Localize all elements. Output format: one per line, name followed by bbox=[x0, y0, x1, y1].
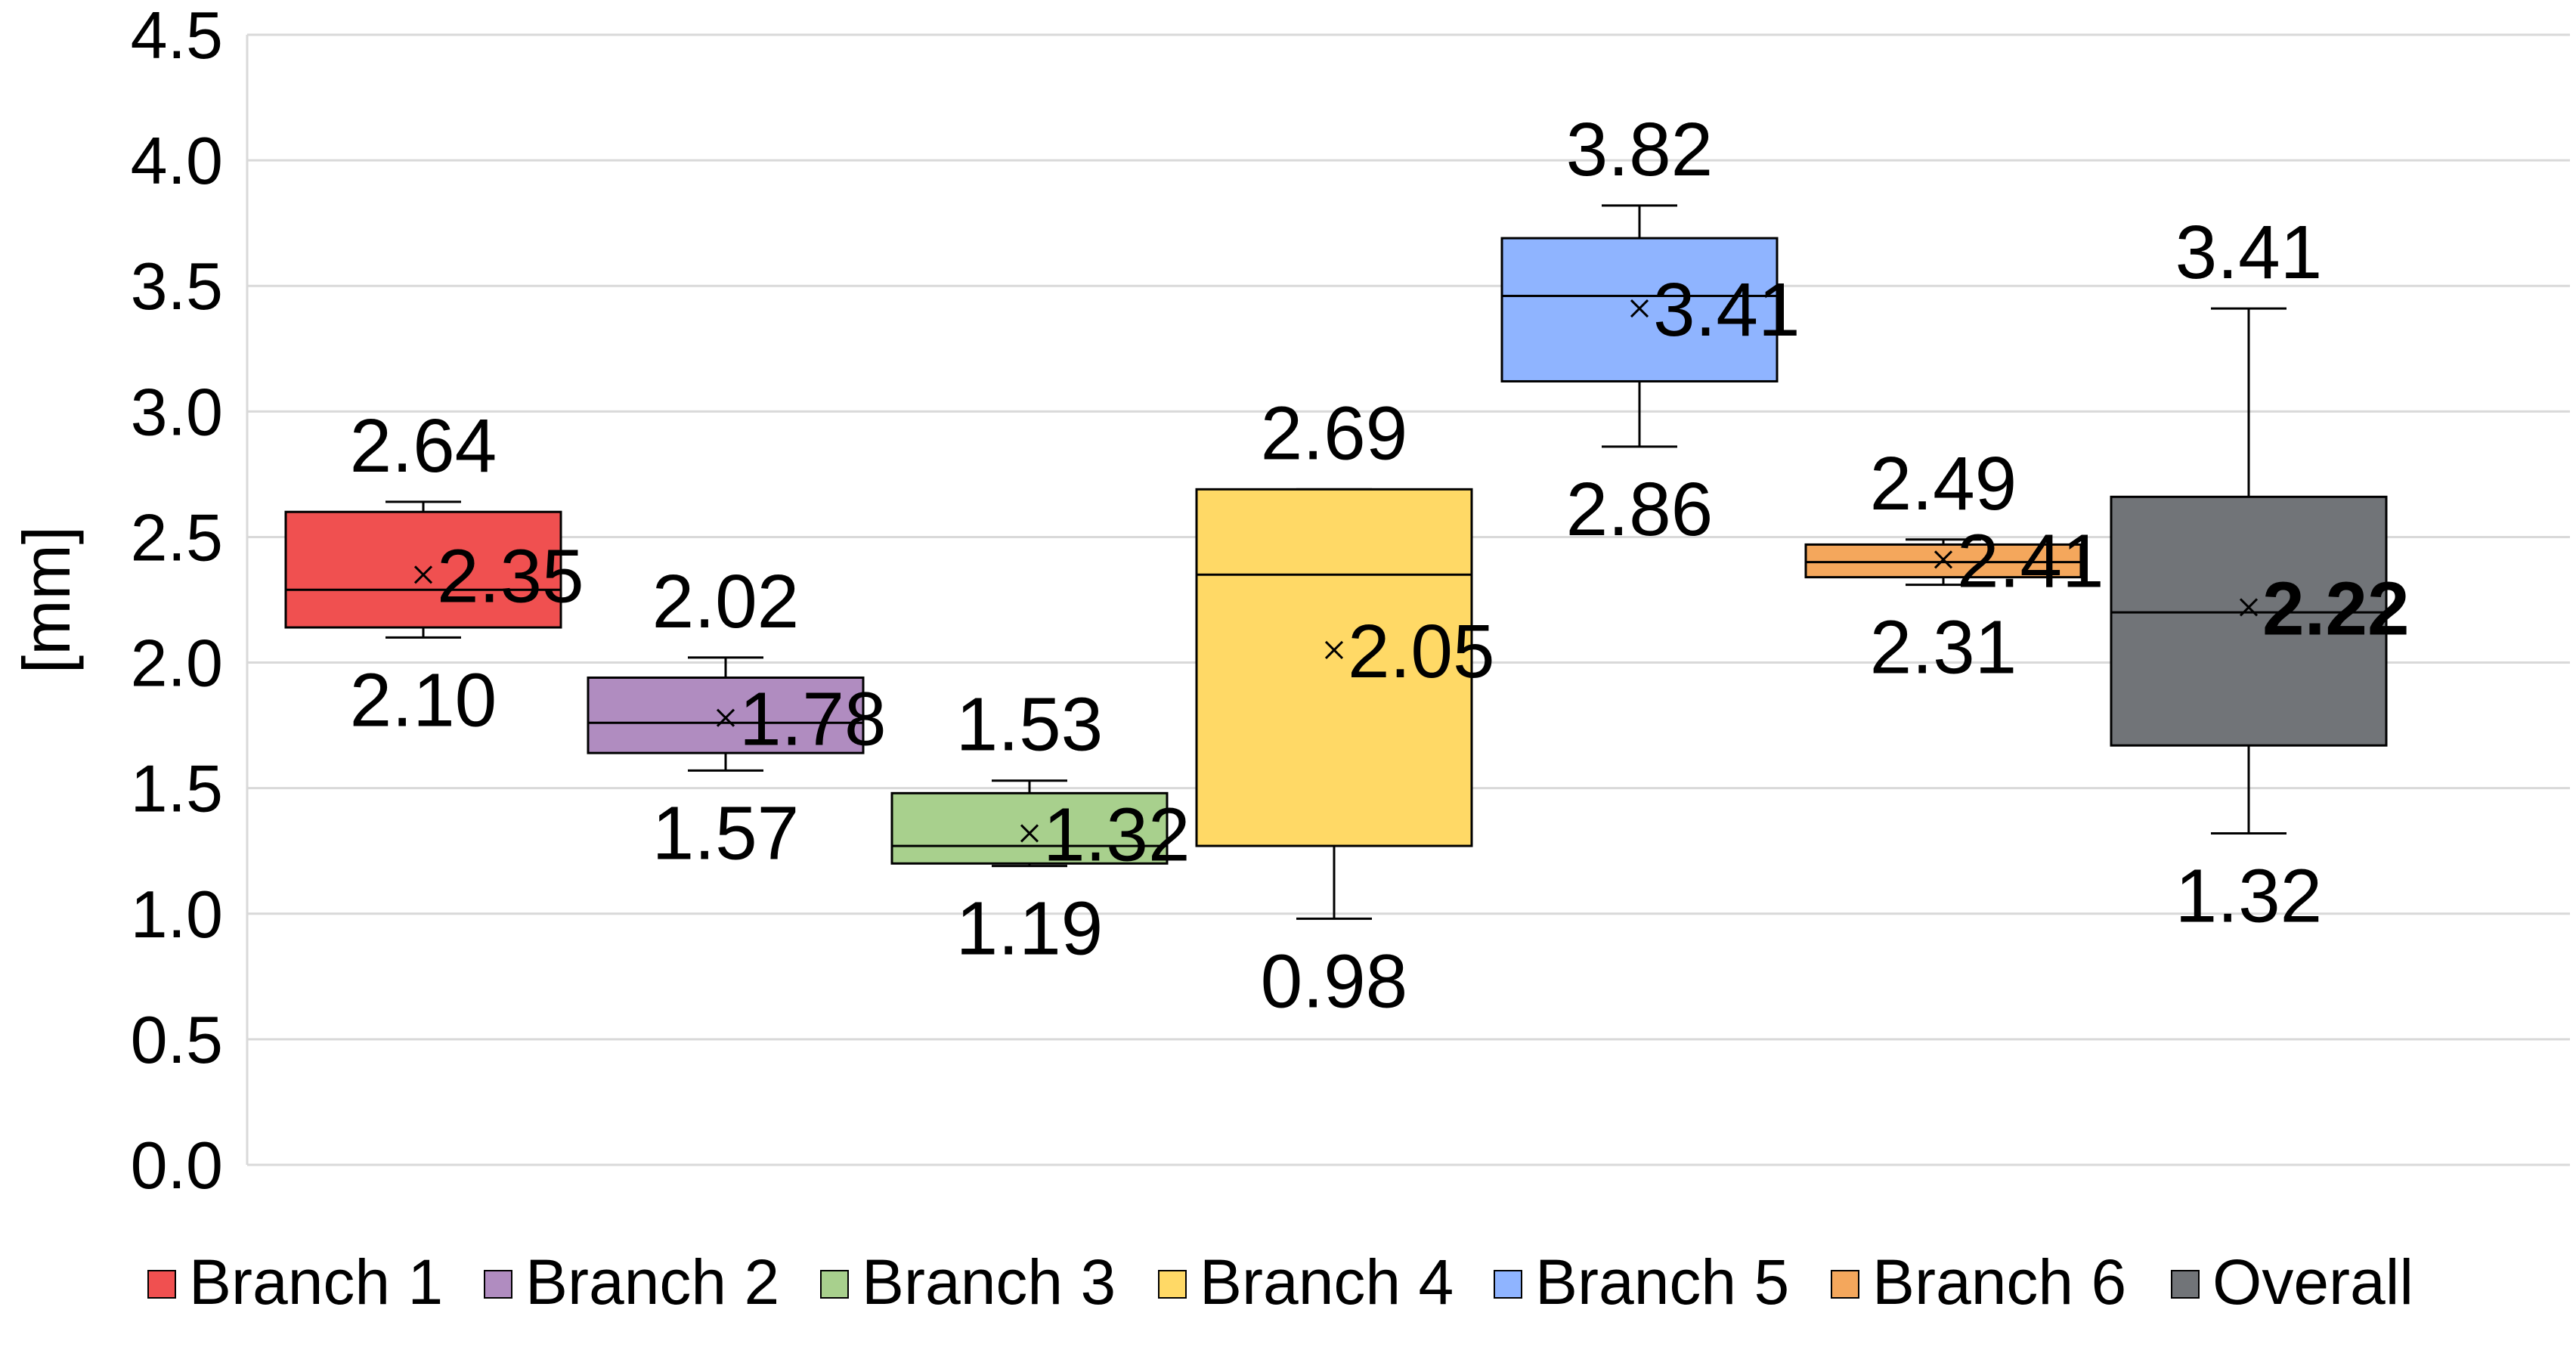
box-iqr bbox=[890, 791, 1169, 865]
y-tick-label: 3.5 bbox=[131, 249, 223, 324]
legend-swatch bbox=[1494, 1270, 1522, 1299]
mean-marker bbox=[1630, 299, 1649, 318]
legend-item: Branch 4 bbox=[1158, 1246, 1454, 1318]
box-iqr bbox=[1195, 488, 1473, 847]
box-branch-3 bbox=[890, 779, 1169, 868]
max-label: 2.02 bbox=[652, 559, 800, 644]
box-iqr bbox=[284, 510, 562, 629]
mean-label: 3.41 bbox=[1653, 268, 1800, 352]
y-tick-label: 2.5 bbox=[131, 500, 223, 574]
legend-label: Branch 1 bbox=[189, 1246, 443, 1318]
box-branch-1 bbox=[284, 500, 562, 639]
max-label: 2.64 bbox=[350, 404, 497, 488]
legend-label: Branch 2 bbox=[525, 1246, 779, 1318]
mean-marker bbox=[716, 708, 735, 727]
legend-label: Branch 3 bbox=[862, 1246, 1116, 1318]
max-label: 2.69 bbox=[1261, 391, 1408, 475]
box-overall bbox=[2110, 307, 2388, 835]
legend-swatch bbox=[147, 1270, 176, 1299]
min-label: 1.32 bbox=[2175, 853, 2323, 938]
min-label: 2.10 bbox=[350, 658, 497, 742]
y-tick-label: 0.0 bbox=[131, 1128, 223, 1203]
legend: Branch 1 Branch 2 Branch 3 Branch 4 Branch 5… bbox=[147, 1246, 2413, 1318]
legend-swatch bbox=[1831, 1270, 1859, 1299]
mean-marker bbox=[1324, 640, 1344, 660]
y-tick-label: 0.5 bbox=[131, 1002, 223, 1077]
min-label: 0.98 bbox=[1261, 939, 1408, 1023]
mean-label: 1.32 bbox=[1043, 792, 1190, 877]
y-tick-label: 1.5 bbox=[131, 751, 223, 826]
legend-label: Branch 5 bbox=[1535, 1246, 1789, 1318]
legend-item: Branch 3 bbox=[820, 1246, 1116, 1318]
box-branch-6 bbox=[1804, 538, 2082, 587]
legend-swatch bbox=[484, 1270, 512, 1299]
boxes bbox=[284, 204, 2388, 920]
mean-label: 1.78 bbox=[739, 677, 887, 762]
mean-marker bbox=[413, 565, 433, 584]
y-tick-label: 1.0 bbox=[131, 877, 223, 952]
legend-swatch bbox=[820, 1270, 849, 1299]
min-label: 1.19 bbox=[956, 887, 1104, 971]
mean-label: 2.22 bbox=[2262, 566, 2410, 651]
min-label: 2.31 bbox=[1870, 605, 2017, 690]
legend-label: Branch 6 bbox=[1872, 1246, 2126, 1318]
box-branch-5 bbox=[1500, 204, 1779, 448]
axes: 0.0 0.5 1.0 1.5 2.0 2.5 3.0 3.5 4.0 4.5 [mm] bbox=[9, 0, 249, 1203]
mean-marker bbox=[2239, 598, 2259, 617]
legend-swatch bbox=[1158, 1270, 1187, 1299]
y-tick-label: 4.0 bbox=[131, 123, 223, 198]
y-axis-label: [mm] bbox=[9, 526, 84, 674]
legend-item: Branch 2 bbox=[484, 1246, 779, 1318]
mean-marker bbox=[1934, 550, 1953, 569]
box-branch-2 bbox=[587, 656, 865, 772]
legend-label: Overall bbox=[2212, 1246, 2413, 1318]
max-label: 1.53 bbox=[956, 683, 1104, 767]
mean-label: 2.35 bbox=[437, 534, 584, 618]
box-branch-4 bbox=[1195, 488, 1473, 920]
max-label: 2.49 bbox=[1870, 441, 2017, 526]
legend-item: Branch 1 bbox=[147, 1246, 443, 1318]
legend-item: Overall bbox=[2171, 1246, 2413, 1318]
legend-swatch bbox=[2171, 1270, 2200, 1299]
y-tick-label: 2.0 bbox=[131, 626, 223, 701]
max-label: 3.41 bbox=[2175, 210, 2323, 295]
y-tick-label: 4.5 bbox=[131, 0, 223, 73]
y-tick-label: 3.0 bbox=[131, 374, 223, 449]
data-labels: 2.64 2.10 2.35 2.02 1.57 1.78 1.53 1.19 1.32 2.69… bbox=[350, 107, 2410, 1024]
legend-item: Branch 5 bbox=[1494, 1246, 1789, 1318]
mean-marker bbox=[1020, 824, 1039, 843]
min-label: 1.57 bbox=[652, 791, 800, 875]
mean-label: 2.41 bbox=[1957, 519, 2104, 603]
legend-label: Branch 4 bbox=[1200, 1246, 1454, 1318]
legend-item: Branch 6 bbox=[1831, 1246, 2126, 1318]
box-iqr bbox=[2110, 495, 2388, 747]
box-iqr bbox=[587, 676, 865, 754]
max-label: 3.82 bbox=[1566, 107, 1714, 192]
mean-label: 2.05 bbox=[1348, 609, 1495, 694]
min-label: 2.86 bbox=[1566, 467, 1714, 552]
